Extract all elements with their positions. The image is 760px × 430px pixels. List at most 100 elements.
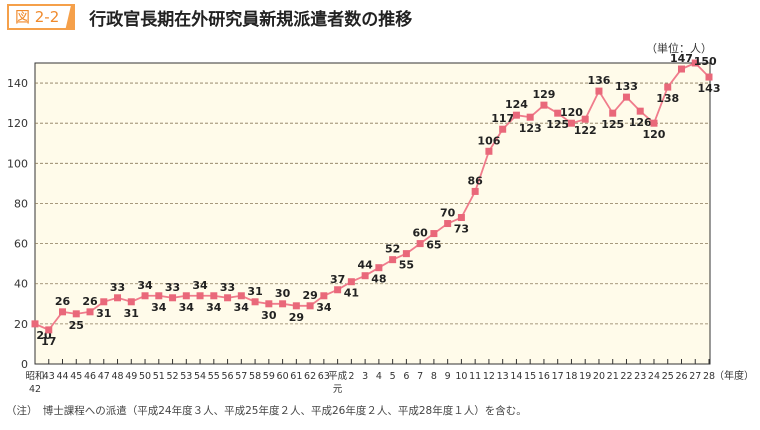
data-label: 52: [385, 243, 400, 256]
y-tick-label: 40: [14, 278, 28, 291]
data-point: [196, 292, 204, 300]
data-point: [499, 125, 507, 133]
data-label: 41: [344, 287, 359, 300]
x-tick-label: 57: [235, 371, 247, 382]
data-point: [265, 300, 273, 308]
data-label: 37: [330, 273, 345, 286]
data-point: [622, 93, 630, 101]
x-tick-label: 23: [634, 371, 646, 382]
y-tick-label: 100: [7, 157, 28, 170]
x-tick-label: 2: [348, 371, 354, 382]
x-tick-label: 28: [703, 371, 715, 382]
x-tick-label: 13: [497, 371, 509, 382]
data-label: 129: [532, 88, 555, 101]
data-label: 33: [220, 281, 235, 294]
data-point: [444, 220, 452, 228]
data-label: 34: [316, 301, 332, 314]
x-tick-label: 25: [662, 371, 674, 382]
data-label: 33: [165, 281, 180, 294]
data-label: 124: [505, 98, 528, 111]
unit-label: （単位：人）: [646, 41, 712, 55]
data-label: 17: [41, 335, 56, 348]
x-tick-label: 52: [167, 371, 179, 382]
data-point: [72, 310, 80, 318]
footnote: （注） 博士課程への派遣（平成24年度３人、平成25年度２人、平成26年度２人、…: [6, 405, 527, 417]
data-label: 34: [234, 301, 250, 314]
data-label: 26: [82, 295, 98, 308]
x-tick-label: 20: [593, 371, 605, 382]
x-tick-label: 12: [483, 371, 495, 382]
x-tick-label: 53: [180, 371, 192, 382]
data-point: [320, 292, 328, 300]
plot-area: [34, 62, 711, 365]
data-label: 120: [642, 128, 665, 141]
data-label: 126: [629, 116, 652, 129]
x-tick-label: 58: [249, 371, 261, 382]
data-point: [224, 294, 232, 302]
x-tick-label: 4: [376, 371, 382, 382]
data-point: [457, 214, 465, 222]
x-tick-label: 14: [510, 371, 522, 382]
data-point: [251, 298, 259, 306]
data-point: [59, 308, 67, 316]
data-point: [636, 107, 644, 115]
data-label: 31: [96, 307, 111, 320]
x-tick-label: 50: [139, 371, 151, 382]
x-tick-label: 49: [125, 371, 137, 382]
data-point: [402, 250, 410, 258]
data-point: [237, 292, 245, 300]
x-tick-label: 3: [362, 371, 368, 382]
data-label: 120: [560, 106, 583, 119]
data-point: [306, 302, 314, 310]
x-tick-label: 平成: [328, 370, 348, 382]
x-tick-label: 56: [222, 371, 234, 382]
data-label: 125: [601, 118, 624, 131]
y-tick-label: 140: [7, 77, 28, 90]
x-tick-label: 60: [277, 371, 289, 382]
x-tick-label: 8: [431, 371, 437, 382]
x-tick-label: 45: [70, 371, 82, 382]
x-tick-label: 48: [111, 371, 123, 382]
data-point: [540, 101, 548, 109]
chart-title: 行政官長期在外研究員新規派遣者数の推移: [89, 9, 413, 30]
x-tick-label: 7: [417, 371, 423, 382]
data-label: 34: [206, 301, 222, 314]
header: 図 2-2 行政官長期在外研究員新規派遣者数の推移: [7, 4, 413, 30]
data-point: [691, 59, 699, 67]
x-tick-label: 21: [607, 371, 619, 382]
x-tick-label-line2: 42: [29, 384, 41, 395]
data-point: [279, 300, 287, 308]
data-point: [485, 147, 493, 155]
data-point: [416, 240, 424, 248]
data-label: 60: [412, 227, 428, 240]
x-axis-label: （年度）: [714, 369, 754, 382]
figure-label: 図 2-2: [7, 4, 76, 30]
data-point: [650, 119, 658, 127]
y-tick-label: 80: [14, 197, 28, 210]
data-label: 70: [440, 207, 456, 220]
data-label: 73: [454, 223, 469, 236]
data-point: [526, 113, 534, 121]
data-point: [609, 109, 617, 117]
data-label: 31: [124, 307, 139, 320]
data-point: [581, 115, 589, 123]
x-tick-label-line2: 元: [333, 384, 343, 395]
x-tick-label: 昭和: [25, 371, 44, 382]
x-tick-label: 43: [43, 371, 55, 382]
x-tick-label: 11: [469, 371, 481, 382]
data-label: 29: [289, 311, 304, 324]
data-label: 65: [426, 239, 441, 252]
data-label: 29: [302, 289, 317, 302]
data-point: [512, 111, 520, 119]
y-tick-label: 120: [7, 117, 28, 130]
y-tick-label: 20: [14, 318, 28, 331]
data-label: 34: [151, 301, 167, 314]
x-tick-label: 59: [263, 371, 275, 382]
data-label: 34: [192, 279, 208, 292]
data-point: [334, 286, 342, 294]
data-point: [86, 308, 94, 316]
data-point: [705, 73, 713, 81]
data-label: 123: [519, 122, 542, 135]
x-tick-label: 51: [153, 371, 165, 382]
